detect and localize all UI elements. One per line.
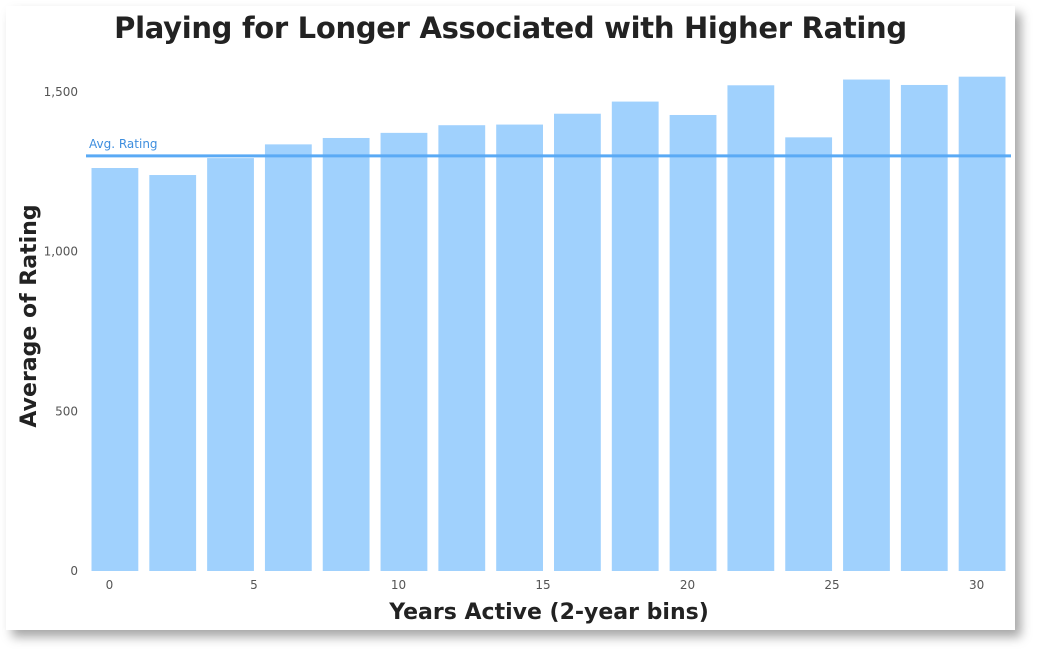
- bar-26[interactable]: [843, 79, 890, 572]
- bar-12[interactable]: [438, 125, 486, 572]
- bar-18[interactable]: [611, 101, 659, 571]
- bar-6[interactable]: [264, 144, 312, 571]
- bar-22[interactable]: [727, 85, 775, 571]
- bar-0[interactable]: [91, 168, 139, 571]
- bars-group: [91, 76, 1006, 572]
- bar-24[interactable]: [785, 137, 833, 571]
- bar-2[interactable]: [149, 175, 197, 571]
- bar-4[interactable]: [207, 158, 254, 571]
- x-tick-label: 25: [824, 578, 839, 592]
- x-tick-label: 5: [250, 578, 258, 592]
- x-tick-label: 20: [680, 578, 695, 592]
- bar-20[interactable]: [669, 114, 717, 572]
- y-tick-label: 500: [55, 404, 78, 418]
- avg-rating-label: Avg. Rating: [89, 137, 158, 151]
- x-tick-label: 10: [391, 578, 406, 592]
- x-tick-label: 0: [106, 578, 114, 592]
- bar-10[interactable]: [380, 132, 428, 571]
- bar-30[interactable]: [958, 76, 1006, 572]
- x-axis-title: Years Active (2-year bins): [388, 600, 709, 625]
- bar-8[interactable]: [322, 137, 370, 572]
- y-axis-ticks: 0 500 1,000 1,500: [44, 85, 78, 578]
- bar-28[interactable]: [900, 84, 948, 571]
- bar-14[interactable]: [496, 124, 543, 571]
- reference-line-group: Avg. Rating: [86, 137, 1011, 158]
- x-axis-ticks: 0 5 10 15 20 25 30: [106, 578, 985, 592]
- chart-title: Playing for Longer Associated with Highe…: [114, 11, 907, 45]
- y-axis-title: Average of Rating: [17, 204, 42, 427]
- x-tick-label: 30: [969, 578, 984, 592]
- y-tick-label: 0: [70, 564, 78, 578]
- y-tick-label: 1,000: [44, 245, 78, 259]
- bar-16[interactable]: [554, 113, 601, 572]
- y-tick-label: 1,500: [44, 85, 78, 99]
- x-tick-label: 15: [535, 578, 550, 592]
